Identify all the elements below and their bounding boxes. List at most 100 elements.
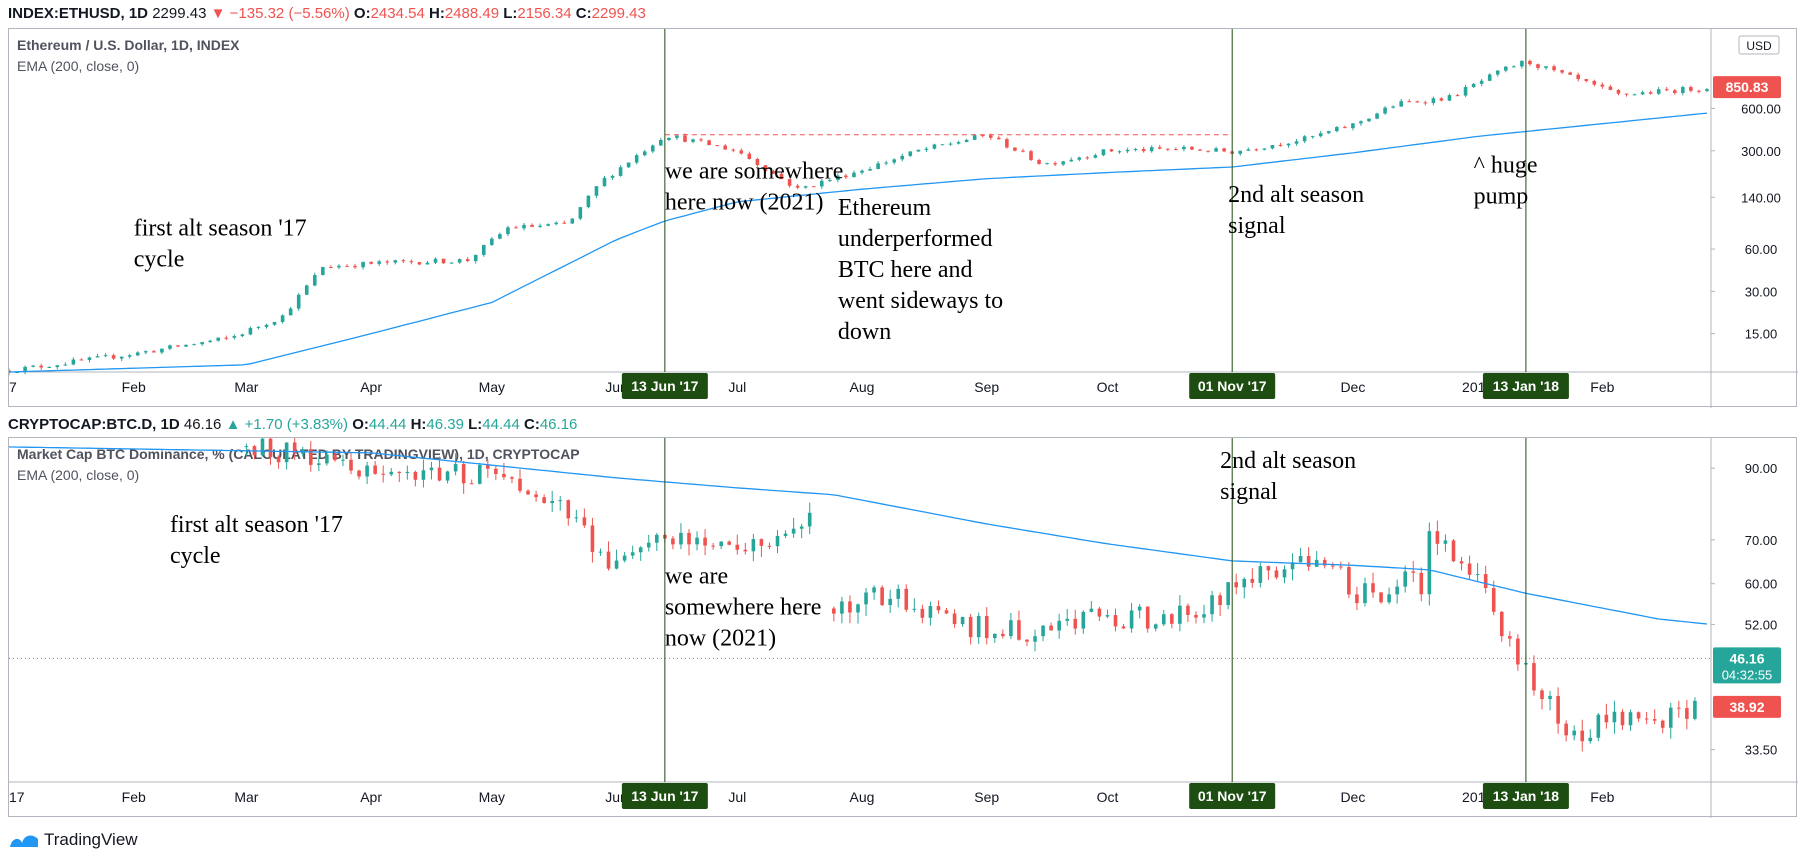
candle-body [465,259,470,262]
candle-body [1479,80,1484,84]
candle-body [1274,570,1279,578]
candle-body [1053,163,1057,165]
down-arrow-icon: ▼ [210,5,226,22]
tradingview-logo-text: TradingView [44,830,138,849]
candle-body [852,172,856,178]
candle-body [1045,163,1049,165]
chart-title: Ethereum / U.S. Dollar, 1D, INDEX [17,37,240,53]
candle-body [401,260,406,262]
y-tick-label: 33.50 [1745,743,1778,758]
eth-symbol[interactable]: INDEX:ETHUSD, 1D [8,5,149,22]
candle-body [1693,700,1697,719]
indicator-label: EMA (200, close, 0) [17,58,139,74]
tradingview-logo[interactable]: TradingView [8,830,138,850]
btcd-symbol[interactable]: CRYPTOCAP:BTC.D, 1D [8,416,180,433]
candle-body [1210,595,1214,615]
price-label: 46.16 [1729,650,1764,666]
candle-body [1648,92,1653,94]
candle-body [1672,90,1677,93]
price-label-bg [1713,76,1781,99]
candle-body [477,464,482,484]
y-tick-label: 140.00 [1741,190,1781,205]
candle-body [490,238,494,245]
x-tick-label: Sep [974,789,999,805]
candle-body [803,186,808,188]
btcd-low: 44.44 [482,416,520,433]
price-label-bg [1713,695,1781,718]
candle-body [1270,145,1275,149]
candle-body [1186,605,1190,615]
candle-body [1689,87,1693,91]
annotation-text: signal [1220,479,1278,505]
candle-body [1483,574,1488,588]
candle-body [79,359,84,361]
date-marker-label: 01 Nov '17 [1198,378,1267,394]
candle-body [1399,101,1403,107]
candle-body [848,601,852,613]
candle-body [1166,148,1170,150]
candle-body [807,512,812,527]
candle-body [731,149,736,151]
candle-body [369,262,373,264]
candle-body [417,262,422,265]
y-tick-label: 600.00 [1741,101,1781,116]
btcd-change: +1.70 (+3.83%) [244,416,349,433]
candle-body [1499,611,1504,637]
candle-body [856,604,860,613]
candle-body [381,473,385,475]
candle-body [992,633,997,639]
eth-chart-panel[interactable]: Ethereum / U.S. Dollar, 1D, INDEX EMA (20… [8,28,1798,408]
candle-body [606,551,611,569]
candle-body [976,615,981,638]
candle-body [494,468,498,474]
x-tick-label: Apr [360,379,382,395]
candle-body [1677,707,1681,709]
candle-body [655,534,659,543]
candle-body [1620,711,1625,726]
eth-high: 2488.49 [444,5,500,22]
candle-body [200,342,204,345]
candle-body [353,265,357,268]
candle-body [1600,84,1605,87]
candle-body [574,517,579,519]
candle-body [377,261,381,264]
candle-body [787,179,792,186]
candle-body [31,365,35,367]
candle-body [1387,594,1391,603]
candle-body [522,224,526,229]
candle-body [1238,150,1243,154]
candle-body [1041,625,1045,637]
btcd-chart-panel[interactable]: Market Cap BTC Dominance, % (CALCULATED … [8,437,1798,818]
candle-body [828,179,832,181]
candle-body [373,465,377,474]
candle-body [1608,86,1613,90]
candle-body [1290,562,1295,570]
candle-body [1033,636,1037,642]
candle-body [622,555,627,561]
candle-body [1109,149,1114,152]
ema-line [9,112,1708,373]
candle-body [799,526,804,529]
btcd-chart[interactable]: Market Cap BTC Dominance, % (CALCULATED … [9,438,1798,818]
candle-body [630,552,635,556]
candle-body [1101,149,1106,156]
candle-body [469,483,474,485]
ema-line [9,446,1708,625]
candle-body [916,149,921,152]
candle-body [1266,566,1271,571]
annotation-text: signal [1228,213,1286,239]
candle-body [135,352,140,356]
candle-body [1616,89,1621,94]
candle-body [341,459,345,461]
candle-body [1117,151,1122,153]
candle-body [964,139,969,143]
candle-body [1330,565,1335,567]
candle-body [610,175,615,178]
candle-body [461,463,466,484]
candle-body [550,501,554,504]
annotation-text: cycle [170,543,221,569]
eth-chart[interactable]: Ethereum / U.S. Dollar, 1D, INDEX EMA (20… [9,29,1798,408]
x-tick-label: Apr [360,789,382,805]
candle-body [1612,711,1617,723]
candle-body [1371,583,1375,593]
